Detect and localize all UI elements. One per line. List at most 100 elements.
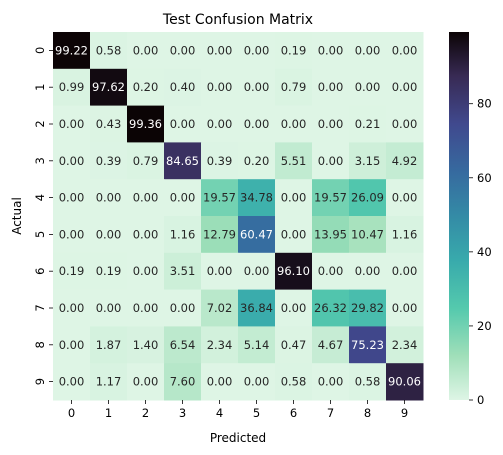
cell-value-label: 36.84 bbox=[240, 301, 273, 315]
y-tick-label: 5 bbox=[33, 231, 47, 238]
cell-value-label: 10.47 bbox=[351, 227, 384, 241]
cell-value-label: 26.09 bbox=[351, 191, 384, 205]
cell-value-label: 0.00 bbox=[59, 227, 85, 241]
cell-value-label: 1.40 bbox=[133, 338, 159, 352]
colorbar-tick-label: 40 bbox=[477, 245, 492, 259]
cell-value-label: 0.58 bbox=[96, 43, 122, 57]
colorbar-ticks: 020406080 bbox=[469, 97, 492, 407]
cell-value-label: 0.00 bbox=[355, 264, 381, 278]
cell-value-label: 5.14 bbox=[244, 338, 270, 352]
y-tick-label: 3 bbox=[33, 157, 47, 164]
cell-value-label: 0.00 bbox=[170, 191, 196, 205]
x-tick-label: 4 bbox=[216, 406, 223, 420]
cell-value-label: 0.00 bbox=[133, 375, 159, 389]
x-tick-label: 0 bbox=[68, 406, 75, 420]
cell-value-label: 0.00 bbox=[392, 80, 418, 94]
cell-value-label: 0.00 bbox=[59, 154, 85, 168]
cell-value-label: 1.17 bbox=[96, 375, 122, 389]
cell-value-label: 0.00 bbox=[392, 301, 418, 315]
cell-value-label: 0.00 bbox=[355, 80, 381, 94]
cell-value-label: 0.58 bbox=[281, 375, 307, 389]
cell-value-label: 29.82 bbox=[351, 301, 384, 315]
y-tick-label: 1 bbox=[33, 84, 47, 91]
x-tick-label: 1 bbox=[105, 406, 112, 420]
cell-value-label: 12.79 bbox=[203, 227, 236, 241]
y-tick-label: 9 bbox=[33, 378, 47, 385]
cell-value-label: 0.21 bbox=[355, 117, 381, 131]
x-tick-label: 6 bbox=[290, 406, 297, 420]
cell-value-label: 5.51 bbox=[281, 154, 307, 168]
cell-value-label: 6.54 bbox=[170, 338, 196, 352]
x-axis-ticks: 0 1 2 3 4 5 6 7 8 9 bbox=[68, 400, 408, 420]
y-tick-label: 0 bbox=[33, 47, 47, 54]
cell-value-label: 96.10 bbox=[277, 264, 310, 278]
chart-title: Test Confusion Matrix bbox=[162, 12, 313, 28]
cell-value-label: 0.00 bbox=[207, 80, 233, 94]
cell-value-label: 0.00 bbox=[207, 117, 233, 131]
cell-value-label: 0.00 bbox=[59, 301, 85, 315]
x-tick-label: 9 bbox=[401, 406, 408, 420]
cell-value-label: 0.00 bbox=[59, 191, 85, 205]
y-tick-label: 2 bbox=[33, 120, 47, 127]
cell-value-label: 0.00 bbox=[318, 80, 344, 94]
cell-value-label: 0.00 bbox=[170, 43, 196, 57]
cell-value-label: 0.00 bbox=[318, 375, 344, 389]
x-tick-label: 5 bbox=[253, 406, 260, 420]
x-tick-label: 3 bbox=[179, 406, 186, 420]
cell-value-label: 0.00 bbox=[59, 338, 85, 352]
cell-value-label: 0.00 bbox=[244, 375, 270, 389]
cell-value-label: 0.58 bbox=[355, 375, 381, 389]
cell-value-label: 0.00 bbox=[392, 191, 418, 205]
cell-value-label: 0.19 bbox=[59, 264, 85, 278]
cell-value-label: 97.62 bbox=[92, 80, 125, 94]
cell-value-label: 0.00 bbox=[281, 301, 307, 315]
cell-value-label: 34.78 bbox=[240, 191, 273, 205]
cell-value-label: 0.00 bbox=[59, 117, 85, 131]
x-tick-label: 2 bbox=[142, 406, 149, 420]
cell-value-label: 0.00 bbox=[133, 264, 159, 278]
cell-value-label: 1.87 bbox=[96, 338, 122, 352]
x-tick-label: 8 bbox=[364, 406, 371, 420]
colorbar-tick-label: 0 bbox=[477, 393, 484, 407]
cell-value-label: 0.00 bbox=[96, 301, 122, 315]
cell-value-label: 75.23 bbox=[351, 338, 384, 352]
cell-value-label: 0.39 bbox=[207, 154, 233, 168]
cell-value-label: 0.00 bbox=[318, 117, 344, 131]
cell-value-label: 0.00 bbox=[281, 191, 307, 205]
cell-value-label: 0.00 bbox=[96, 191, 122, 205]
cell-value-label: 3.15 bbox=[355, 154, 381, 168]
cell-value-label: 0.00 bbox=[133, 191, 159, 205]
x-axis-label: Predicted bbox=[210, 431, 266, 445]
cell-value-label: 0.00 bbox=[318, 264, 344, 278]
cell-value-label: 0.00 bbox=[318, 154, 344, 168]
cell-value-label: 0.00 bbox=[392, 264, 418, 278]
cell-value-label: 0.00 bbox=[96, 227, 122, 241]
cell-value-label: 0.00 bbox=[170, 301, 196, 315]
colorbar bbox=[449, 32, 469, 400]
cell-value-label: 0.99 bbox=[59, 80, 85, 94]
cell-value-label: 0.19 bbox=[96, 264, 122, 278]
cell-value-label: 0.00 bbox=[133, 301, 159, 315]
cell-value-label: 90.06 bbox=[388, 375, 421, 389]
colorbar-tick-label: 20 bbox=[477, 319, 492, 333]
y-tick-label: 7 bbox=[33, 304, 47, 311]
cell-value-label: 0.00 bbox=[318, 43, 344, 57]
cell-value-label: 0.47 bbox=[281, 338, 307, 352]
cell-value-label: 0.40 bbox=[170, 80, 196, 94]
cell-value-label: 0.00 bbox=[244, 117, 270, 131]
cell-value-label: 0.20 bbox=[244, 154, 270, 168]
cell-value-label: 2.34 bbox=[392, 338, 418, 352]
cell-value-label: 1.16 bbox=[392, 227, 418, 241]
x-tick-label: 7 bbox=[327, 406, 334, 420]
cell-value-label: 1.16 bbox=[170, 227, 196, 241]
cell-value-label: 0.79 bbox=[281, 80, 307, 94]
cell-value-label: 84.65 bbox=[166, 154, 199, 168]
cell-value-label: 4.67 bbox=[318, 338, 344, 352]
cell-value-label: 0.00 bbox=[170, 117, 196, 131]
cell-value-label: 3.51 bbox=[170, 264, 196, 278]
cell-value-label: 0.00 bbox=[59, 375, 85, 389]
cell-value-label: 4.92 bbox=[392, 154, 418, 168]
cell-value-label: 0.00 bbox=[133, 227, 159, 241]
colorbar-tick-label: 80 bbox=[477, 97, 492, 111]
